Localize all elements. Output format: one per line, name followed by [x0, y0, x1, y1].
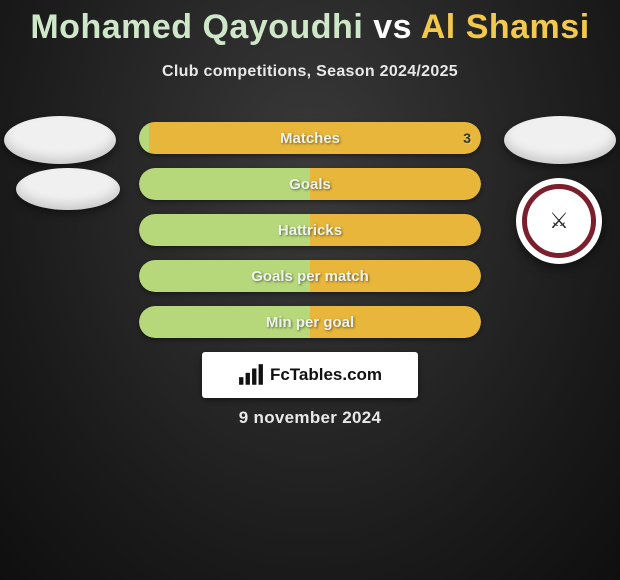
subtitle: Club competitions, Season 2024/2025: [0, 63, 620, 81]
comparison-title: Mohamed Qayoudhi vs Al Shamsi: [0, 0, 620, 47]
branding-text: FcTables.com: [270, 365, 382, 385]
stats-bars: Matches 3 Goals Hattricks Goals per match Min…: [139, 122, 481, 352]
date-text: 9 november 2024: [0, 408, 620, 428]
player1-name: Mohamed Qayoudhi: [30, 8, 363, 46]
stat-bar: Goals per match: [139, 260, 481, 292]
stat-fill-player1: [139, 122, 149, 154]
club-badge-ring: ⚔: [522, 184, 596, 258]
player2-avatar-placeholder: [504, 116, 616, 164]
player1-avatar-placeholder: [4, 116, 116, 164]
stat-label: Hattricks: [278, 222, 342, 239]
stat-label: Goals: [289, 176, 331, 193]
stat-label: Min per goal: [266, 314, 354, 331]
player2-club-badge: ⚔: [516, 178, 602, 264]
stat-label: Goals per match: [251, 268, 369, 285]
bar-chart-icon: [238, 364, 264, 386]
player1-club-placeholder: [16, 168, 120, 210]
player2-name: Al Shamsi: [421, 8, 590, 46]
stat-value-player2: 3: [463, 130, 471, 146]
stat-bar: Min per goal: [139, 306, 481, 338]
club-badge-glyph: ⚔: [535, 197, 583, 245]
stat-bar: Hattricks: [139, 214, 481, 246]
stat-label: Matches: [280, 130, 340, 147]
branding-box: FcTables.com: [202, 352, 418, 398]
stat-fill-player1: [139, 168, 310, 200]
stat-bar: Matches 3: [139, 122, 481, 154]
stat-fill-player2: [310, 168, 481, 200]
vs-text: vs: [373, 8, 412, 46]
stat-bar: Goals: [139, 168, 481, 200]
